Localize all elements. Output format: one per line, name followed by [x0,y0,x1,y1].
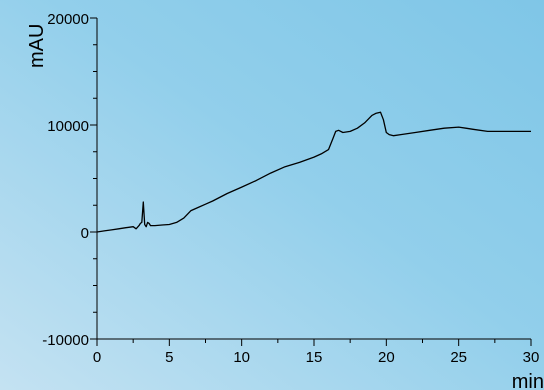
tick-marks [90,17,532,346]
x-tick-label: 30 [523,349,540,366]
x-tick-label: 15 [306,349,323,366]
series-layer [96,111,531,233]
y-axis-title: mAU [26,24,48,68]
y-tick-label: 20000 [47,11,89,28]
series-line [96,111,531,233]
x-tick-label: 0 [93,349,101,366]
x-tick-label: 25 [450,349,467,366]
y-tick-label: -10000 [42,332,89,349]
x-tick-label: 10 [233,349,250,366]
x-tick-label: 5 [165,349,173,366]
x-tick-label: 20 [378,349,395,366]
x-axis-title: min [512,371,544,390]
y-tick-label: 0 [81,225,89,242]
y-tick-label: 10000 [47,118,89,135]
